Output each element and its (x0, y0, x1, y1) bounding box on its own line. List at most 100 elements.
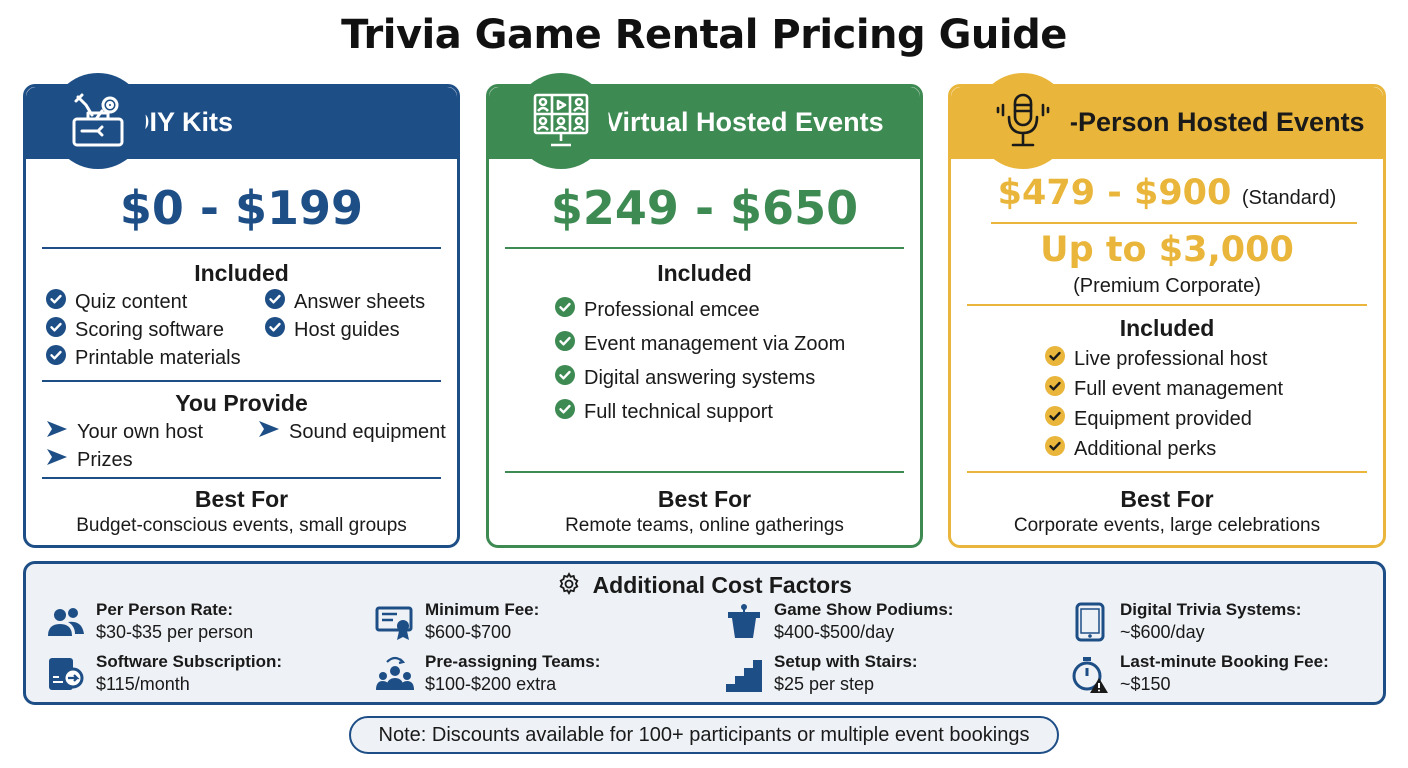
virtual-events-card: Virtual Hosted Events $249 - $650 Includ… (486, 73, 923, 548)
cost-factor-value: $115/month (96, 674, 190, 694)
discount-note: Note: Discounts available for 100+ parti… (349, 716, 1059, 754)
included-item: Quiz content (46, 289, 187, 315)
subscription-icon (46, 654, 86, 694)
in-person-best-text: Corporate events, large celebrations (1013, 515, 1321, 536)
divider (967, 304, 1367, 306)
cost-factor-label: Setup with Stairs: (774, 652, 918, 671)
tablet-icon (1070, 602, 1110, 642)
list-item-label: Host guides (294, 318, 400, 341)
cost-factor-label: Minimum Fee: (425, 600, 540, 619)
in-person-standard-note: (Standard) (1241, 187, 1337, 209)
cost-factor-value: $600-$700 (425, 622, 512, 642)
list-item-label: Live professional host (1074, 347, 1268, 370)
included-item: Full event management (1045, 376, 1283, 402)
included-item: Digital answering systems (555, 365, 815, 391)
check-circle-icon (555, 365, 575, 391)
cost-factor: Digital Trivia Systems: ~$600/day (1070, 600, 1390, 646)
cost-factor-value: $400-$500/day (774, 622, 895, 642)
check-circle-icon (46, 289, 66, 315)
list-item-label: Digital answering systems (584, 366, 816, 389)
cost-factor-value: $100-$200 extra (425, 674, 557, 694)
gear-icon (557, 572, 581, 602)
virtual-best-text: Remote teams, online gatherings (565, 515, 844, 536)
toolbox-icon (50, 73, 146, 169)
list-item-label: Prizes (77, 448, 133, 471)
check-circle-icon (1045, 376, 1065, 402)
list-item-label: Quiz content (75, 290, 188, 313)
list-item-label: Answer sheets (294, 290, 426, 313)
check-circle-icon (265, 289, 285, 315)
in-person-premium-price: Up to $3,000 (1040, 230, 1294, 270)
diy-card-title: DIY Kits (130, 107, 234, 137)
divider (967, 471, 1367, 473)
divider (991, 222, 1357, 224)
cost-factor-value: $30-$35 per person (96, 622, 254, 642)
list-item-label: Full event management (1074, 377, 1284, 400)
check-circle-icon (46, 317, 66, 343)
check-circle-icon (1045, 436, 1065, 462)
divider (505, 471, 904, 473)
cost-factor: Last-minute Booking Fee: ~$150 (1070, 652, 1390, 698)
divider (42, 477, 441, 479)
list-item-label: Equipment provided (1074, 407, 1252, 430)
divider (505, 247, 904, 249)
page-title: Trivia Game Rental Pricing Guide (341, 12, 1067, 58)
cost-factor: Software Subscription: $115/month (46, 652, 366, 698)
cost-factor-label: Last-minute Booking Fee: (1120, 652, 1329, 671)
cost-factor-label: Per Person Rate: (96, 600, 233, 619)
diy-included-heading: Included (194, 260, 289, 286)
included-item: Professional emcee (555, 297, 760, 323)
cost-factor-label: Game Show Podiums: (774, 600, 954, 619)
list-item-label: Additional perks (1074, 437, 1217, 460)
video-call-monitor-icon (513, 73, 609, 169)
list-item-label: Full technical support (584, 400, 773, 423)
included-item: Live professional host (1045, 346, 1267, 372)
cost-factor: Per Person Rate: $30-$35 per person (46, 600, 366, 646)
stairs-icon (724, 654, 764, 694)
check-circle-icon (555, 399, 575, 425)
in-person-standard-price-row: $479 - $900 (Standard) (951, 173, 1383, 213)
in-person-best-heading: Best For (1120, 486, 1214, 512)
check-circle-icon (46, 345, 66, 371)
diy-kits-card: DIY Kits $0 - $199 Included Quiz content… (23, 73, 460, 548)
provide-item: Sound equipment (258, 419, 446, 445)
list-item-label: Your own host (77, 420, 204, 443)
cost-factor-value: ~$150 (1120, 674, 1171, 694)
list-item-label: Professional emcee (584, 298, 760, 321)
diy-best-text: Budget-conscious events, small groups (76, 515, 407, 536)
included-item: Event management via Zoom (555, 331, 845, 357)
arrow-icon (46, 447, 68, 473)
in-person-premium-note: (Premium Corporate) (1073, 275, 1261, 297)
microphone-icon (975, 73, 1071, 169)
list-item-label: Scoring software (75, 318, 224, 341)
arrow-icon (258, 419, 280, 445)
additional-cost-factors-panel: Additional Cost Factors Per Person Rate:… (23, 561, 1386, 705)
included-item: Full technical support (555, 399, 773, 425)
included-item: Host guides (265, 317, 400, 343)
list-item-label: Sound equipment (289, 420, 446, 443)
in-person-included-heading: Included (1119, 315, 1215, 341)
provide-item: Prizes (46, 447, 133, 473)
diy-best-heading: Best For (194, 486, 289, 512)
cost-factor-label: Digital Trivia Systems: (1120, 600, 1302, 619)
additional-title: Additional Cost Factors (592, 572, 852, 598)
cost-factor-value: ~$600/day (1120, 622, 1205, 642)
podium-icon (724, 602, 764, 642)
people-icon (46, 602, 86, 642)
stopwatch-alert-icon (1070, 654, 1110, 694)
team-assign-icon (375, 654, 415, 694)
list-item-label: Event management via Zoom (584, 332, 846, 355)
cost-factor-label: Pre-assigning Teams: (425, 652, 601, 671)
divider (42, 247, 441, 249)
check-circle-icon (1045, 406, 1065, 432)
virtual-price: $249 - $650 (550, 181, 859, 235)
cost-factor: Setup with Stairs: $25 per step (724, 652, 1044, 698)
in-person-card-title: In-Person Hosted Events (1045, 107, 1365, 137)
list-item-label: Printable materials (75, 346, 241, 369)
divider (42, 380, 441, 382)
check-circle-icon (265, 317, 285, 343)
check-circle-icon (555, 331, 575, 357)
provide-item: Your own host (46, 419, 203, 445)
cost-factor-value: $25 per step (774, 674, 875, 694)
included-item: Additional perks (1045, 436, 1216, 462)
